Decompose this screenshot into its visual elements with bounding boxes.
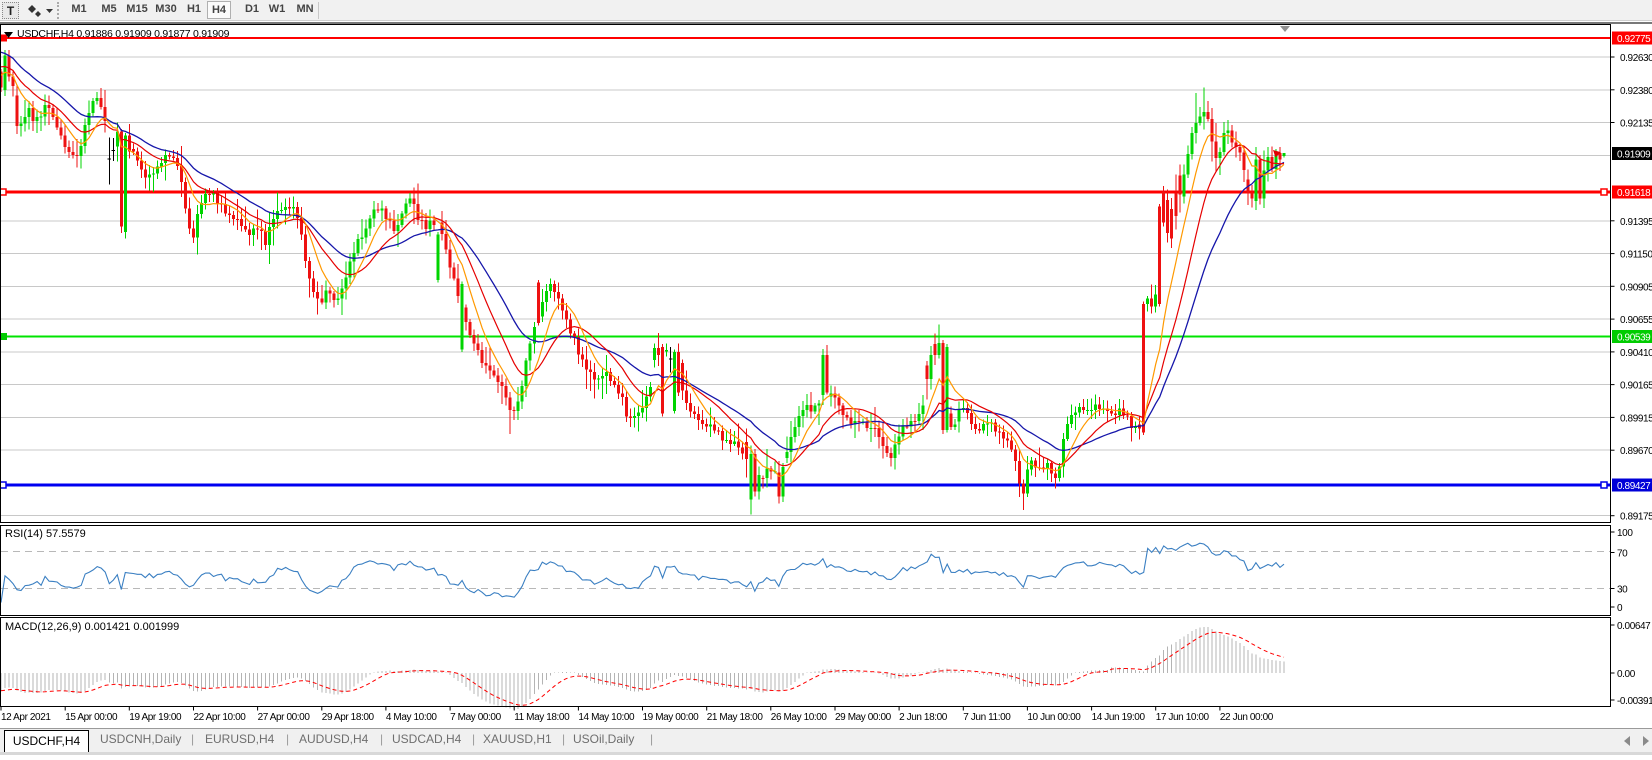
svg-text:22 Jun 00:00: 22 Jun 00:00 xyxy=(1220,712,1274,723)
svg-text:RSI(14) 57.5579: RSI(14) 57.5579 xyxy=(5,528,86,540)
svg-text:0.89175: 0.89175 xyxy=(1620,512,1652,523)
svg-text:12 Apr 2021: 12 Apr 2021 xyxy=(1,712,51,723)
svg-text:7 Jun 11:00: 7 Jun 11:00 xyxy=(963,712,1011,723)
svg-text:10 Jun 00:00: 10 Jun 00:00 xyxy=(1027,712,1081,723)
svg-text:14 Jun 19:00: 14 Jun 19:00 xyxy=(1092,712,1146,723)
svg-text:-0.003916: -0.003916 xyxy=(1617,696,1652,707)
svg-text:70: 70 xyxy=(1617,549,1628,560)
svg-text:0.92135: 0.92135 xyxy=(1620,119,1652,130)
svg-text:7 May 00:00: 7 May 00:00 xyxy=(450,712,501,723)
svg-text:0.90905: 0.90905 xyxy=(1620,282,1652,293)
svg-text:0.00647: 0.00647 xyxy=(1617,621,1651,632)
svg-text:26 May 10:00: 26 May 10:00 xyxy=(771,712,828,723)
svg-text:100: 100 xyxy=(1617,528,1633,539)
svg-text:0.91618: 0.91618 xyxy=(1617,188,1651,199)
svg-text:21 May 18:00: 21 May 18:00 xyxy=(707,712,764,723)
svg-text:0.89915: 0.89915 xyxy=(1620,413,1652,424)
svg-text:19 Apr 19:00: 19 Apr 19:00 xyxy=(129,712,182,723)
svg-text:0.91909: 0.91909 xyxy=(1617,150,1651,161)
svg-text:29 Apr 18:00: 29 Apr 18:00 xyxy=(322,712,375,723)
svg-text:0.90165: 0.90165 xyxy=(1620,381,1652,392)
svg-text:0.89427: 0.89427 xyxy=(1617,481,1651,492)
svg-text:USDCHF,H4 0.91886 0.91909 0.9: USDCHF,H4 0.91886 0.91909 0.91877 0.9190… xyxy=(17,28,230,40)
svg-text:0.92630: 0.92630 xyxy=(1620,53,1652,64)
svg-text:0.00: 0.00 xyxy=(1617,669,1636,680)
svg-text:0: 0 xyxy=(1617,603,1623,614)
svg-text:MACD(12,26,9) 0.001421 0.00199: MACD(12,26,9) 0.001421 0.001999 xyxy=(5,621,179,633)
svg-text:17 Jun 10:00: 17 Jun 10:00 xyxy=(1156,712,1210,723)
svg-text:0.91150: 0.91150 xyxy=(1620,250,1652,261)
svg-text:27 Apr 00:00: 27 Apr 00:00 xyxy=(258,712,311,723)
svg-text:0.92775: 0.92775 xyxy=(1617,34,1651,45)
svg-text:0.90410: 0.90410 xyxy=(1620,348,1652,359)
svg-text:4 May 10:00: 4 May 10:00 xyxy=(386,712,437,723)
svg-text:0.91395: 0.91395 xyxy=(1620,217,1652,228)
svg-text:0.90655: 0.90655 xyxy=(1620,315,1652,326)
svg-text:15 Apr 00:00: 15 Apr 00:00 xyxy=(65,712,118,723)
svg-text:0.90539: 0.90539 xyxy=(1617,333,1651,344)
svg-text:22 Apr 10:00: 22 Apr 10:00 xyxy=(194,712,247,723)
svg-text:29 May 00:00: 29 May 00:00 xyxy=(835,712,892,723)
svg-text:14 May 10:00: 14 May 10:00 xyxy=(578,712,635,723)
svg-text:0.92380: 0.92380 xyxy=(1620,86,1652,97)
svg-text:2 Jun 18:00: 2 Jun 18:00 xyxy=(899,712,948,723)
svg-text:11 May 18:00: 11 May 18:00 xyxy=(514,712,570,723)
svg-text:0.89670: 0.89670 xyxy=(1620,446,1652,457)
svg-text:19 May 00:00: 19 May 00:00 xyxy=(643,712,700,723)
svg-text:30: 30 xyxy=(1617,585,1628,596)
